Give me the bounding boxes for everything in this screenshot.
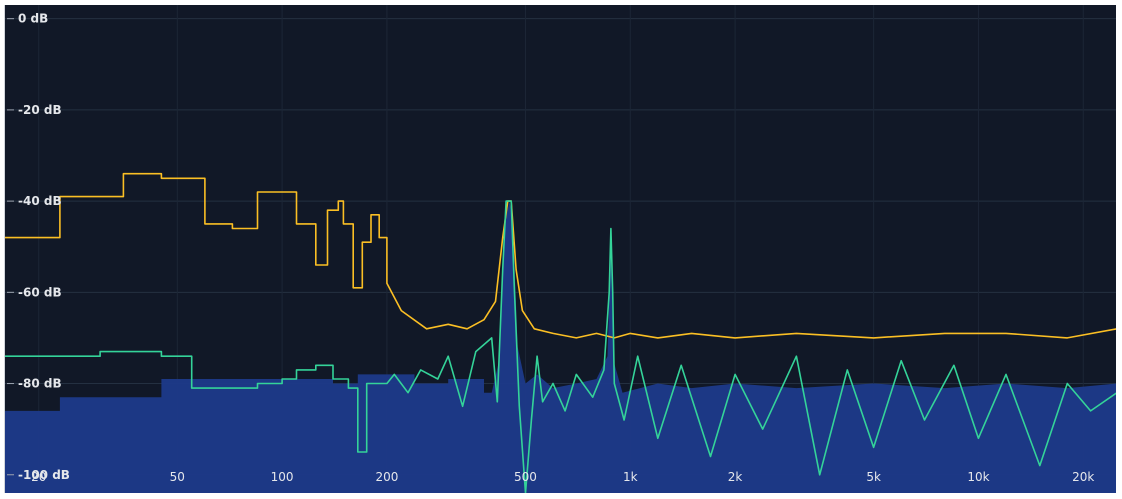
x-tick-label: 500: [514, 470, 537, 484]
x-tick-label: 20: [31, 470, 46, 484]
x-tick-label: 1k: [623, 470, 638, 484]
spectrum-area-fill: [5, 201, 1117, 493]
x-tick-label: 2k: [728, 470, 743, 484]
top-edge: [0, 0, 1122, 5]
x-axis-labels: 20 50 100 200 500 1k 2k 5k 10k 20k: [31, 470, 1094, 484]
y-tick-label: -40 dB: [18, 194, 62, 208]
y-axis-labels: 0 dB -20 dB -40 dB -60 dB -80 dB -100 dB: [7, 12, 70, 482]
y-tick-label: -20 dB: [18, 103, 62, 117]
y-tick-label: -80 dB: [18, 377, 62, 391]
x-tick-label: 100: [271, 470, 294, 484]
x-tick-label: 20k: [1072, 470, 1094, 484]
y-tick-label: -100 dB: [18, 468, 70, 482]
x-tick-label: 50: [170, 470, 185, 484]
spectrum-line: [5, 172, 1117, 339]
right-edge: [1116, 0, 1122, 499]
y-tick-label: -60 dB: [18, 285, 62, 299]
spectrum-line: [5, 200, 1117, 493]
spectrum-area: [5, 201, 1117, 493]
spectrum-lines: [5, 172, 1117, 493]
plot-area: 0 dB -20 dB -40 dB -60 dB -80 dB -100 dB 20 50…: [4, 5, 1117, 493]
x-tick-label: 200: [375, 470, 398, 484]
y-tick-label: 0 dB: [18, 12, 48, 26]
x-tick-label: 10k: [967, 470, 989, 484]
spectrum-chart: 0 dB -20 dB -40 dB -60 dB -80 dB -100 dB 20 50…: [5, 5, 1117, 493]
x-tick-label: 5k: [866, 470, 881, 484]
